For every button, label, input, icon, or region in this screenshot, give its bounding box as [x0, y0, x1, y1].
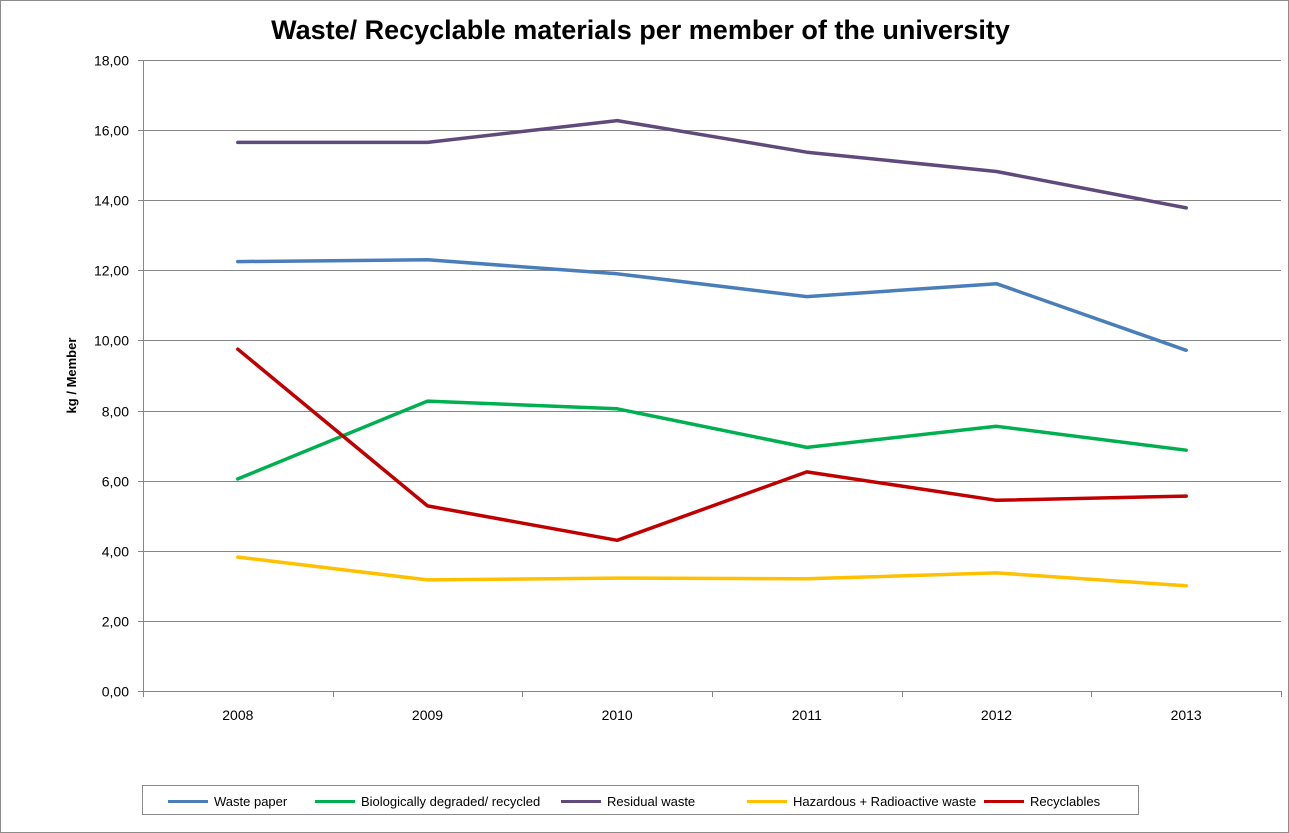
legend-item: Recyclables: [984, 793, 1100, 809]
x-tick-label: 2012: [981, 707, 1012, 723]
y-tick-label: 8,00: [102, 404, 129, 420]
x-tick-label: 2013: [1171, 707, 1202, 723]
y-tick-label: 16,00: [94, 123, 129, 139]
series-line-hazardous-radioactive-waste: [236, 555, 1188, 588]
y-tick-label: 14,00: [94, 193, 129, 209]
legend-item: Waste paper: [168, 793, 287, 809]
series-line-waste-paper: [236, 258, 1188, 353]
y-tick-labels: 0,00 2,00 4,00 6,00 8,00 10,00 12,00 14,00 16,00…: [94, 53, 129, 700]
legend-swatch: [315, 799, 355, 803]
legend-label: Hazardous + Radioactive waste: [793, 793, 977, 809]
legend-swatch: [747, 799, 787, 803]
series-lines: [236, 118, 1188, 588]
legend-label: Biologically degraded/ recycled: [361, 793, 541, 809]
axes: [138, 60, 1282, 697]
series-line-recyclables: [236, 347, 1188, 543]
legend-swatch: [168, 799, 208, 803]
x-tick-label: 2009: [412, 707, 443, 723]
series-line-residual-waste: [236, 118, 1188, 210]
y-tick-label: 12,00: [94, 263, 129, 279]
legend-swatch: [984, 799, 1024, 803]
x-tick-label: 2011: [792, 707, 822, 723]
y-tick-label: 6,00: [102, 474, 129, 490]
legend-label: Residual waste: [607, 793, 696, 809]
x-tick-labels: 2008 2009 2010 2011 2012 2013: [222, 707, 1202, 723]
y-tick-label: 4,00: [102, 544, 129, 560]
y-tick-label: 10,00: [94, 333, 129, 349]
y-tick-label: 2,00: [102, 614, 129, 630]
y-tick-label: 18,00: [94, 53, 129, 69]
legend-item: Residual waste: [561, 793, 695, 809]
series-line-biologically-degraded-recycled: [236, 399, 1188, 481]
y-tick-label: 0,00: [102, 684, 129, 700]
chart-title: Waste/ Recyclable materials per member o…: [0, 15, 1285, 46]
legend-label: Recyclables: [1030, 793, 1101, 809]
x-tick-label: 2008: [222, 707, 253, 723]
legend: Waste paper Biologically degraded/ recycl…: [142, 785, 1139, 815]
y-axis-label: kg / Member: [64, 338, 79, 414]
chart-title-text: Waste/ Recyclable materials per member o…: [271, 15, 1010, 45]
legend-item: Biologically degraded/ recycled: [315, 793, 540, 809]
legend-label: Waste paper: [214, 793, 288, 809]
gridlines: [143, 60, 1281, 622]
x-tick-label: 2010: [602, 707, 633, 723]
legend-item: Hazardous + Radioactive waste: [747, 793, 976, 809]
legend-swatch: [561, 799, 601, 803]
